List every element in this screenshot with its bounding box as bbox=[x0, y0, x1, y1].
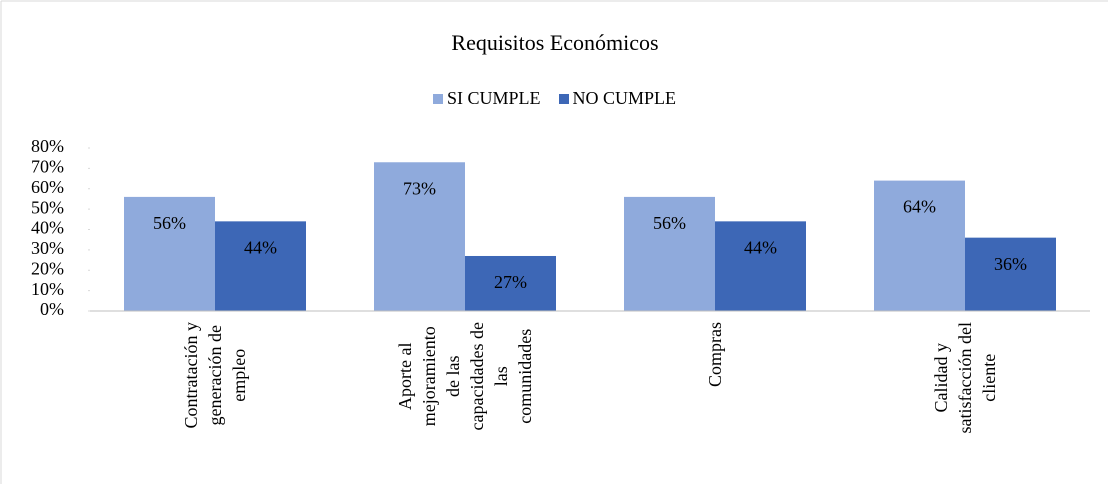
x-tick-label: Aporte al mejoramiento de las capacidade… bbox=[395, 322, 535, 431]
legend-swatch bbox=[558, 93, 569, 104]
y-tick-label: 70% bbox=[31, 157, 64, 177]
data-label: 44% bbox=[244, 237, 277, 257]
bar bbox=[124, 196, 215, 311]
bar bbox=[374, 162, 465, 311]
y-tick-label: 10% bbox=[31, 279, 64, 299]
data-label: 27% bbox=[494, 272, 527, 292]
bar bbox=[965, 237, 1056, 311]
y-tick-label: 20% bbox=[31, 258, 64, 278]
y-tick-label: 50% bbox=[31, 197, 64, 217]
chart-title: Requisitos Económicos bbox=[451, 30, 658, 55]
y-tick-label: 30% bbox=[31, 238, 64, 258]
x-tick-label: Contratación y generación de empleo bbox=[181, 322, 249, 429]
y-tick-label: 0% bbox=[40, 299, 64, 319]
legend: SI CUMPLE NO CUMPLE bbox=[0, 88, 1109, 109]
legend-item: NO CUMPLE bbox=[558, 88, 677, 109]
data-label: 64% bbox=[903, 197, 936, 217]
legend-label: SI CUMPLE bbox=[446, 88, 541, 108]
x-tick-label: Calidad y satisfacción del cliente bbox=[931, 322, 999, 434]
bar bbox=[624, 196, 715, 311]
bar bbox=[715, 221, 806, 311]
y-tick-label: 80% bbox=[31, 136, 64, 156]
legend-item: SI CUMPLE bbox=[432, 88, 541, 109]
bar bbox=[465, 255, 556, 311]
bar bbox=[215, 221, 306, 311]
y-tick-label: 60% bbox=[31, 177, 64, 197]
data-label: 73% bbox=[403, 178, 436, 198]
data-label: 36% bbox=[994, 254, 1027, 274]
data-label: 56% bbox=[153, 213, 186, 233]
y-tick-label: 40% bbox=[31, 218, 64, 238]
x-tick-label: Compras bbox=[705, 322, 725, 387]
data-label: 56% bbox=[653, 213, 686, 233]
bar bbox=[874, 180, 965, 311]
legend-label: NO CUMPLE bbox=[572, 88, 677, 108]
data-label: 44% bbox=[744, 237, 777, 257]
legend-swatch bbox=[432, 93, 443, 104]
